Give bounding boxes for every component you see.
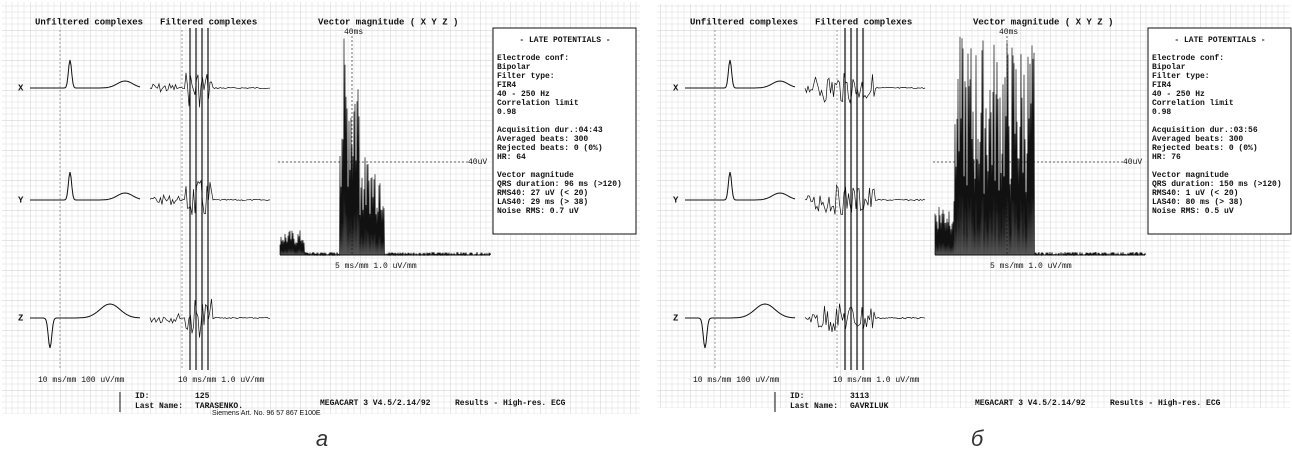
- box-title: - LATE POTENTIALS -: [1174, 36, 1265, 45]
- name-label: Last Name:: [790, 402, 838, 411]
- panel: Unfiltered complexes Filtered complexes Ve…: [673, 17, 1292, 451]
- box-line: Correlation limit: [1152, 99, 1234, 108]
- box-line: RMS40: 1 uV (< 20): [1152, 189, 1238, 198]
- box-line: Rejected beats: 0 (0%): [497, 144, 603, 153]
- vm-amp-mark: 40uV: [1123, 158, 1142, 167]
- software: MEGACART 3 V4.5/2.14/92: [975, 399, 1086, 408]
- filtered-waveform: [149, 179, 271, 215]
- column-header: Filtered complexes: [815, 17, 912, 27]
- box-line: QRS duration: 150 ms (>120): [1152, 180, 1282, 189]
- results: Results - High-res. ECG: [455, 399, 566, 408]
- box-line: Filter type:: [497, 72, 555, 81]
- box-line: 40 - 250 Hz: [497, 90, 550, 99]
- filtered-waveform: [804, 73, 926, 104]
- box-line: Bipolar: [497, 63, 531, 72]
- lead-label: Z: [673, 313, 678, 323]
- box-line: 40 - 250 Hz: [1152, 90, 1205, 99]
- box-line: RMS40: 27 uV (< 20): [497, 189, 588, 198]
- vm-time-mark: 40ms: [999, 28, 1018, 37]
- column-header: Vector magnitude ( X Y Z ): [973, 17, 1113, 27]
- box-line: 0.98: [497, 108, 516, 117]
- late-potentials-box: [1147, 27, 1292, 235]
- box-line: Electrode conf:: [1152, 54, 1224, 63]
- box-line: QRS duration: 96 ms (>120): [497, 180, 622, 189]
- column-header: Filtered complexes: [160, 17, 257, 27]
- box-line: Acquisition dur.:04:43: [497, 126, 603, 135]
- box-line: HR: 64: [497, 153, 526, 162]
- unfiltered-waveform: [685, 171, 796, 201]
- id-label: ID:: [135, 392, 149, 401]
- lead-label: X: [673, 83, 679, 93]
- results: Results - High-res. ECG: [1110, 399, 1221, 408]
- box-line: Vector magnitude: [497, 171, 574, 180]
- box-title: - LATE POTENTIALS -: [519, 36, 610, 45]
- panel-label: а: [316, 426, 328, 451]
- id-label: ID:: [790, 392, 804, 401]
- scale-mid: 10 ms/mm 1.0 uV/mm: [833, 376, 920, 385]
- vm-waveform: [279, 38, 491, 257]
- vm-scale: 5 ms/mm 1.0 uV/mm: [990, 262, 1072, 271]
- box-line: Filter type:: [1152, 72, 1210, 81]
- box-line: LAS40: 29 ms (> 38): [497, 198, 588, 207]
- box-line: Noise RMS: 0.7 uV: [497, 207, 579, 216]
- box-line: FIR4: [1152, 81, 1171, 90]
- box-line: HR: 76: [1152, 153, 1181, 162]
- filtered-waveform: [149, 298, 271, 338]
- box-line: LAS40: 80 ms (> 38): [1152, 198, 1243, 207]
- panel: Unfiltered complexes Filtered complexes Ve…: [18, 17, 637, 451]
- scale-left: 10 ms/mm 100 uV/mm: [38, 376, 125, 385]
- filtered-waveform: [804, 303, 926, 333]
- name-value: GAVRILUK: [850, 402, 889, 411]
- unfiltered-waveform: [685, 303, 795, 349]
- box-line: Electrode conf:: [497, 54, 569, 63]
- lead-label: X: [18, 83, 24, 93]
- box-line: Correlation limit: [497, 99, 579, 108]
- unfiltered-waveform: [685, 59, 796, 89]
- box-line: Vector magnitude: [1152, 171, 1229, 180]
- unfiltered-waveform: [30, 59, 141, 89]
- vm-waveform: [934, 36, 1146, 257]
- column-header: Unfiltered complexes: [35, 17, 143, 27]
- box-line: Noise RMS: 0.5 uV: [1152, 207, 1234, 216]
- scale-mid: 10 ms/mm 1.0 uV/mm: [178, 376, 265, 385]
- box-line: Rejected beats: 0 (0%): [1152, 144, 1258, 153]
- panel-label: б: [971, 426, 985, 451]
- scale-left: 10 ms/mm 100 uV/mm: [693, 376, 780, 385]
- box-line: FIR4: [497, 81, 516, 90]
- vm-amp-mark: 40uV: [468, 158, 487, 167]
- name-value: TARASENKO.: [195, 402, 243, 411]
- lead-label: Y: [18, 195, 24, 205]
- box-line: 0.98: [1152, 108, 1171, 117]
- id-value: 3113: [850, 392, 869, 401]
- unfiltered-waveform: [30, 171, 141, 201]
- unfiltered-waveform: [30, 303, 140, 349]
- vm-scale: 5 ms/mm 1.0 uV/mm: [335, 262, 417, 271]
- filtered-waveform: [149, 72, 271, 108]
- column-header: Unfiltered complexes: [690, 17, 798, 27]
- art-no: Siemens Art. No. 96 57 867 E100E: [212, 410, 321, 417]
- column-header: Vector magnitude ( X Y Z ): [318, 17, 458, 27]
- name-label: Last Name:: [135, 402, 183, 411]
- box-line: Acquisition dur.:03:56: [1152, 126, 1258, 135]
- vm-time-mark: 40ms: [344, 28, 363, 37]
- lead-label: Z: [18, 313, 23, 323]
- lead-label: Y: [673, 195, 679, 205]
- box-line: Bipolar: [1152, 63, 1186, 72]
- box-line: Averaged beats: 300: [1152, 135, 1243, 144]
- software: MEGACART 3 V4.5/2.14/92: [320, 399, 431, 408]
- box-line: Averaged beats: 300: [497, 135, 588, 144]
- late-potentials-box: [492, 27, 637, 235]
- id-value: 125: [195, 392, 210, 401]
- filtered-waveform: [804, 183, 926, 215]
